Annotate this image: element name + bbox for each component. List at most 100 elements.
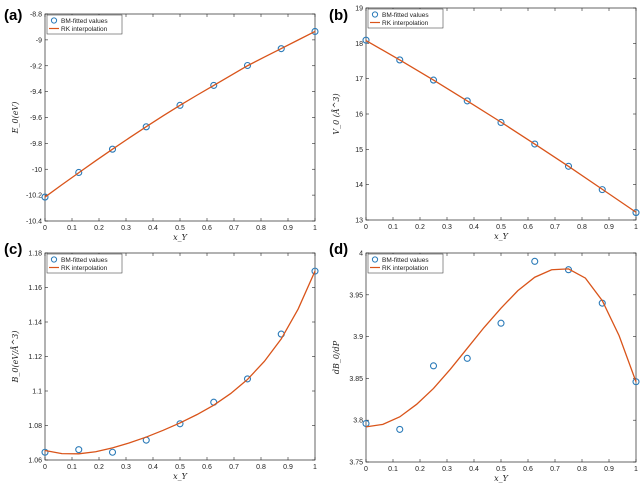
legend-box [367, 253, 444, 274]
x-axis-label: x_Y [173, 233, 188, 242]
x-tick-label: 0.3 [121, 464, 131, 471]
plot-frame [365, 252, 637, 463]
panel-a: 0 0.1 0.2 0.3 0.4 0.5 0.6 0.7 0.8 0.9 1 -10.4 -10.2 -… [4, 7, 319, 242]
data-point [311, 27, 319, 36]
x-tick-label: 0.7 [229, 464, 239, 471]
data-point [531, 140, 539, 148]
panel-c: 0 0.1 0.2 0.3 0.4 0.5 0.6 0.7 0.8 0.9 1 1.06 1.08 1.1… [4, 241, 319, 481]
x-axis-label: x_Y [494, 232, 509, 241]
y-tick-label: -9.2 [30, 63, 42, 70]
x-tick-label: 0.2 [94, 464, 104, 471]
x-tick-label: 1 [313, 225, 317, 232]
data-point [108, 145, 117, 153]
legend-entry: RK interpolation [61, 265, 108, 272]
y-tick-label: 3.8 [353, 418, 363, 425]
panel-label: (a) [4, 7, 22, 24]
x-tick-label: 0.8 [256, 225, 266, 232]
x-tick-label: 0.4 [148, 225, 158, 232]
y-axis-label: V_0 (Å^3) [332, 93, 341, 134]
panel-b: 0 0.1 0.2 0.3 0.4 0.5 0.6 0.7 0.8 0.9 1 13 14 15 16 17 1… [329, 6, 640, 241]
legend-entry: BM-fitted values [382, 257, 429, 264]
x-tick-label: 0.3 [121, 225, 131, 232]
x-tick-label: 0.8 [577, 224, 587, 231]
x-tick-label: 0.3 [442, 224, 452, 231]
y-tick-label: -9.4 [30, 89, 42, 96]
x-tick-label: 1 [634, 466, 638, 473]
data-point [243, 61, 252, 70]
y-tick-label: -9.8 [30, 141, 42, 148]
legend-marker [371, 11, 379, 18]
y-tick-label: 18 [355, 41, 363, 48]
x-tick-label: 0.6 [202, 464, 212, 471]
data-point [210, 81, 218, 89]
x-tick-label: 0 [43, 225, 47, 232]
data-point [176, 101, 184, 109]
y-axis-label: dB_0/dP [332, 340, 341, 374]
x-tick-label: 0.9 [604, 466, 614, 473]
x-tick-label: 0.1 [388, 224, 398, 231]
x-tick-label: 1 [634, 224, 638, 231]
data-point [142, 123, 150, 131]
x-tick-label: 0.9 [283, 464, 293, 471]
y-tick-label: 3.9 [353, 334, 363, 341]
x-tick-label: 0.5 [175, 225, 185, 232]
y-tick-label: 19 [355, 6, 363, 13]
y-axis-label: E_0(eV) [11, 102, 20, 135]
x-axis-label: x_Y [494, 474, 509, 483]
x-tick-label: 0.1 [67, 225, 77, 232]
data-point [108, 448, 117, 456]
y-tick-label: -8.8 [30, 12, 42, 19]
data-point [362, 36, 370, 44]
data-point [497, 118, 505, 127]
y-tick-label: 4 [359, 251, 363, 258]
plot-frame [365, 7, 637, 221]
data-point [632, 378, 640, 386]
y-tick-label: 1.12 [28, 354, 42, 361]
rk-interpolation-line [44, 270, 316, 455]
y-tick-label: 1.16 [28, 285, 42, 292]
data-point [41, 193, 49, 201]
panel-label: (d) [329, 241, 348, 258]
y-tick-label: 14 [355, 182, 363, 189]
data-point [75, 446, 83, 454]
x-tick-label: 0.3 [442, 466, 452, 473]
x-tick-label: 0.5 [496, 224, 506, 231]
legend-entry: RK interpolation [382, 20, 429, 27]
legend-entry: BM-fitted values [61, 257, 108, 264]
data-point [277, 45, 285, 53]
y-tick-label: -9.6 [30, 115, 42, 122]
y-tick-label: 13 [355, 218, 363, 225]
y-tick-label: -10 [32, 167, 42, 174]
y-axis-label: B_0(eV/Å^3) [11, 331, 20, 384]
x-tick-label: 0.6 [523, 224, 533, 231]
plot-frame [44, 13, 316, 222]
panel-d: 0 0.1 0.2 0.3 0.4 0.5 0.6 0.7 0.8 0.9 1 3.75 3.8 3.85… [329, 241, 640, 483]
x-tick-label: 0.4 [148, 464, 158, 471]
data-point [564, 266, 573, 274]
x-tick-label: 0.8 [577, 466, 587, 473]
data-point [311, 267, 319, 275]
data-point [463, 354, 471, 362]
data-point [75, 168, 83, 177]
data-point [531, 257, 539, 265]
y-tick-label: -10.4 [26, 219, 42, 226]
x-tick-label: 0.9 [283, 225, 293, 232]
y-tick-label: 1.08 [28, 423, 42, 430]
x-tick-label: 0 [364, 224, 368, 231]
legend-entry: BM-fitted values [61, 18, 108, 25]
y-tick-label: 3.85 [349, 376, 363, 383]
x-axis-label: x_Y [173, 472, 188, 481]
y-tick-label: -10.2 [26, 193, 42, 200]
x-tick-label: 0.4 [469, 466, 479, 473]
x-tick-label: 0.7 [229, 225, 239, 232]
x-tick-label: 0 [43, 464, 47, 471]
y-tick-label: 3.95 [349, 292, 363, 299]
data-point [463, 97, 471, 105]
legend-box [367, 8, 444, 29]
y-tick-label: 1.14 [28, 320, 42, 327]
y-tick-label: -9 [36, 37, 42, 44]
